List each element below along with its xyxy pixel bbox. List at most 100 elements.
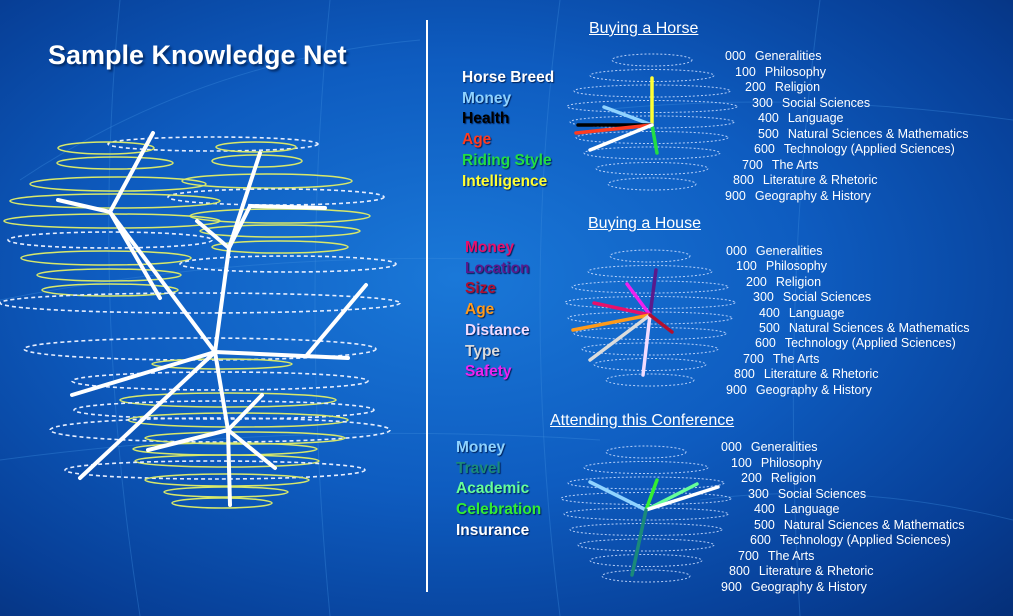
spoke-conference (630, 508, 648, 577)
dewey-class-700: 700 The Arts (738, 549, 814, 563)
dewey-code: 200 (746, 274, 767, 289)
dewey-class-700: 700 The Arts (742, 158, 818, 172)
dewey-class-800: 800 Literature & Rhetoric (729, 564, 874, 578)
dewey-label: Religion (774, 80, 821, 94)
grid-arc (0, 257, 521, 301)
spoke-conference (588, 480, 648, 512)
spoke-horse (588, 123, 654, 152)
net-ring (199, 224, 361, 238)
sphere-ring-horse (589, 69, 715, 82)
factor-list-conference: Money Travel Academic Celebration Insura… (456, 438, 541, 542)
dewey-label: Technology (Applied Sciences) (783, 142, 955, 156)
dewey-class-300: 300 Social Sciences (748, 487, 866, 501)
net-ring-dashed (64, 460, 366, 480)
dewey-code: 600 (755, 336, 776, 351)
net-ring (36, 268, 182, 282)
net-ring-dashed (179, 255, 397, 273)
dewey-code: 600 (754, 142, 775, 156)
net-ring (151, 358, 293, 370)
dewey-code: 400 (758, 111, 779, 125)
grid-arc (0, 432, 601, 461)
dewey-label: Religion (775, 274, 822, 289)
dewey-code: 300 (753, 290, 774, 305)
dewey-code: 000 (721, 440, 742, 454)
dewey-label: The Arts (772, 351, 820, 366)
grid-arc (108, 0, 141, 616)
net-ring (29, 176, 207, 192)
section-title-conference: Attending this Conference (550, 412, 735, 429)
dewey-code: 300 (752, 95, 773, 110)
sphere-ring-horse (607, 177, 697, 191)
spoke-house (592, 301, 652, 317)
spoke-horse (650, 123, 659, 155)
factor-horse-breed: Horse Breed (462, 69, 555, 86)
grid-arc (19, 39, 421, 181)
dewey-class-200: 200 Religion (745, 80, 820, 94)
dewey-label: Geography & History (755, 382, 872, 397)
net-ring-dashed (49, 417, 391, 443)
factor-list-horse: Horse Breed Money Health Age Riding Styl… (462, 68, 554, 192)
sphere-ring-conference (560, 492, 732, 505)
dewey-label: Generalities (754, 49, 822, 63)
net-branch (226, 428, 232, 507)
sphere-ring-house (609, 249, 691, 263)
dewey-code: 100 (736, 259, 757, 274)
spoke-house (648, 268, 658, 317)
section-title-house: Buying a House (588, 215, 701, 232)
dewey-label: Technology (Applied Sciences) (784, 336, 956, 351)
net-ring-dashed (7, 231, 213, 249)
spoke-house (648, 313, 674, 334)
dewey-label: Social Sciences (782, 290, 872, 305)
dewey-code: 700 (743, 351, 764, 366)
dewey-code: 700 (738, 548, 759, 563)
net-ring (119, 392, 337, 408)
net-ring (215, 141, 297, 153)
dewey-class-900: 900 Geography & History (725, 189, 871, 203)
net-branch (70, 350, 217, 397)
grid-arc (539, 0, 561, 616)
factor-travel: Travel (456, 459, 501, 477)
dewey-code: 900 (725, 188, 746, 203)
factor-age: Age (462, 131, 492, 149)
dewey-label: Religion (770, 471, 817, 485)
dewey-code: 600 (750, 533, 771, 547)
sphere-ring-conference (567, 476, 725, 490)
net-branch (146, 428, 230, 452)
net-ring (189, 208, 371, 224)
spoke-house (588, 313, 652, 362)
sphere-ring-house (605, 373, 695, 387)
dewey-class-900: 900 Geography & History (721, 580, 867, 594)
dewey-label: Natural Sciences & Mathematics (783, 517, 965, 532)
dewey-label: Social Sciences (781, 95, 871, 110)
factor-list-house: Money Location Size Age Distance Type Sa… (465, 238, 530, 383)
dewey-label: Philosophy (764, 64, 827, 79)
dewey-code: 100 (735, 64, 756, 79)
net-ring-dashed (73, 400, 375, 420)
dewey-class-100: 100 Philosophy (736, 259, 827, 273)
dewey-code: 800 (734, 367, 755, 382)
spoke-house (641, 313, 652, 377)
factor-riding-style: Riding Style (462, 151, 552, 169)
net-branch (108, 210, 162, 300)
sphere-ring-house (593, 358, 707, 371)
sphere-ring-house (587, 265, 713, 278)
spoke-horse (602, 105, 654, 127)
dewey-label: The Arts (771, 157, 819, 172)
dewey-code: 800 (729, 564, 750, 578)
net-ring (20, 250, 192, 266)
net-branch (226, 393, 264, 432)
dewey-code: 200 (741, 471, 762, 485)
net-ring (163, 486, 289, 498)
dewey-code: 500 (754, 517, 775, 532)
factor-health: Health (462, 110, 510, 128)
grid-arc (599, 101, 1013, 121)
dewey-class-800: 800 Literature & Rhetoric (734, 367, 879, 381)
net-ring (41, 283, 179, 297)
dewey-class-000: 000 Generalities (726, 244, 823, 258)
dewey-code: 800 (733, 173, 754, 187)
factor-celebration: Celebration (456, 501, 542, 519)
dewey-class-600: 600 Technology (Applied Sciences) (755, 336, 956, 350)
dewey-code: 700 (742, 157, 763, 172)
dewey-class-500: 500 Natural Sciences & Mathematics (754, 518, 965, 532)
